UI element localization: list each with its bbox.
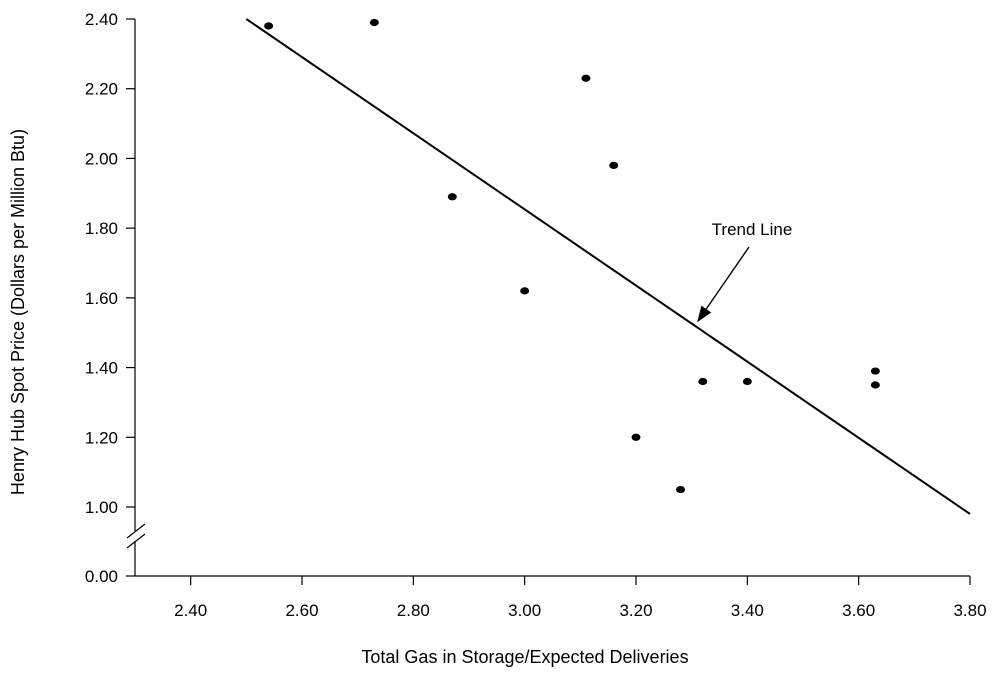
data-point (520, 287, 530, 295)
y-axis: 1.00 1.20 1.40 1.60 1.80 2.00 2.20 2.40 0.00 (85, 10, 146, 586)
y-tick-label: 1.80 (85, 219, 118, 238)
x-tick-label: 3.20 (619, 601, 652, 620)
y-tick-label: 2.00 (85, 149, 118, 168)
data-point (742, 377, 752, 386)
x-tick-label: 2.80 (397, 601, 430, 620)
x-tick-label: 3.80 (953, 601, 986, 620)
y-tick-label: 1.60 (85, 289, 118, 308)
data-point (369, 18, 379, 27)
y-tick-label: 1.00 (85, 498, 118, 517)
axis-break-mark (126, 533, 146, 549)
annotation-arrow (700, 246, 750, 317)
trend-line-group (245, 18, 971, 515)
data-point (676, 485, 686, 494)
x-axis-title: Total Gas in Storage/Expected Deliveries (361, 647, 688, 667)
data-point (631, 433, 641, 441)
annotation-arrowhead (697, 305, 712, 323)
data-point (870, 367, 880, 375)
y-tick-label: 1.20 (85, 428, 118, 447)
data-points (264, 18, 880, 494)
y-tick-label: 0.00 (85, 567, 118, 586)
data-point (609, 161, 619, 169)
x-tick-label: 3.60 (842, 601, 875, 620)
x-tick-label: 3.00 (508, 601, 541, 620)
annotation-group: Trend Line (697, 220, 793, 323)
x-tick-label: 3.40 (731, 601, 764, 620)
axis-break-mark (126, 523, 146, 539)
y-tick-label: 1.40 (85, 359, 118, 378)
trend-line (245, 18, 971, 515)
y-tick-label: 2.20 (85, 80, 118, 99)
x-tick-label: 2.60 (285, 601, 318, 620)
y-tick-label: 2.40 (85, 10, 118, 29)
data-point (581, 74, 591, 82)
x-axis: 2.40 2.60 2.80 3.00 3.20 3.40 3.60 3.80 (135, 575, 987, 620)
data-point (870, 381, 880, 389)
data-point (264, 22, 274, 30)
data-point (447, 193, 457, 201)
data-point (698, 377, 708, 386)
x-tick-label: 2.40 (174, 601, 207, 620)
y-axis-title: Henry Hub Spot Price (Dollars per Millio… (8, 129, 28, 495)
annotation-label: Trend Line (712, 220, 793, 239)
